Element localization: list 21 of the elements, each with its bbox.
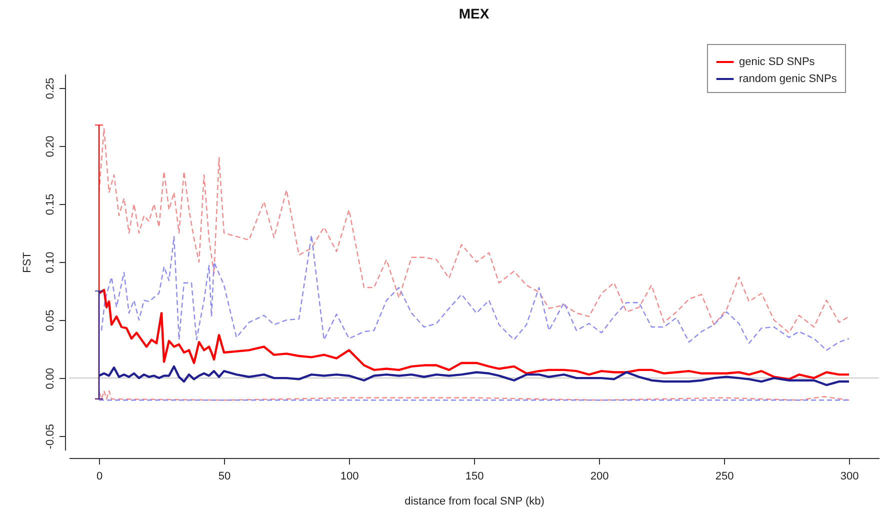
y-tick-label: 0.15 [44,194,56,216]
x-tick-label: 200 [590,470,609,482]
x-tick-label: 150 [465,470,484,482]
line-series [100,234,850,351]
x-tick-label: 250 [715,470,734,482]
y-tick-label: 0.25 [44,78,56,100]
x-tick-label: 100 [340,470,359,482]
y-tick-label: 0.10 [44,252,56,274]
x-tick-label: 0 [96,470,103,482]
legend-label: random genic SNPs [739,73,838,85]
x-tick-label: 300 [840,470,859,482]
y-tick-label: 0.20 [44,136,56,158]
line-series [98,128,850,334]
y-tick-label: 0.00 [44,368,56,390]
chart-title: MEX [458,6,490,22]
y-tick-label: -0.05 [44,424,56,450]
legend-label: genic SD SNPs [739,56,816,68]
x-axis-title: distance from focal SNP (kb) [404,496,544,508]
x-tick-label: 50 [218,470,231,482]
y-axis-title: FST [22,252,34,273]
y-tick-label: 0.05 [44,310,56,332]
